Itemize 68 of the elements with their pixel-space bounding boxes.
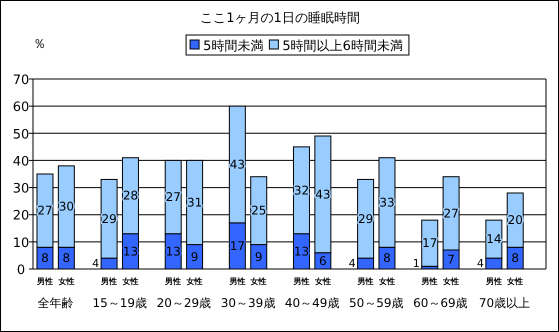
text: 60～69歳 [413, 296, 468, 310]
text: 30～39歳 [220, 296, 276, 310]
data-label: 4 [348, 257, 356, 270]
data-label: 32 [294, 183, 310, 198]
y-tick-label: 40 [12, 154, 30, 170]
text: 全年齢 [38, 296, 74, 310]
x-tick-label: 男性 [356, 277, 374, 286]
y-tick-label: 20 [12, 208, 30, 224]
data-label: 13 [122, 244, 138, 258]
y-axis-title: ％ [33, 37, 46, 52]
y-tick-label: 70 [12, 73, 30, 88]
data-label: 17 [230, 238, 245, 253]
x-tick-label: 女性 [506, 277, 524, 286]
data-label: 8 [383, 251, 391, 266]
data-label: 8 [62, 251, 70, 266]
x-tick-label: 男性 [228, 277, 246, 286]
x-tick-label: 男性 [292, 277, 310, 286]
y-tick-label: 0 [16, 263, 26, 278]
data-label: 8 [41, 251, 49, 266]
chart-title: ここ1ヶ月の1日の睡眠時間 [200, 11, 360, 26]
x-tick-label: 女性 [314, 277, 331, 286]
data-label: 4 [476, 257, 484, 270]
data-label: 13 [294, 244, 310, 258]
data-label: 30 [58, 200, 74, 214]
x-tick-label: 男性 [36, 277, 53, 286]
text: 40～49歳 [284, 296, 340, 310]
x-tick-label: 女性 [186, 277, 203, 286]
x-tick-label: 女性 [250, 277, 267, 286]
data-label: 31 [186, 196, 202, 210]
x-tick-label: 女性 [378, 277, 395, 286]
x-tick-label: 男性 [100, 277, 118, 286]
text: 50～59歳 [349, 296, 404, 310]
text: 15～19歳 [92, 296, 148, 310]
data-label: 17 [422, 236, 438, 250]
data-label: 29 [358, 212, 374, 226]
y-tick-label: 30 [12, 182, 30, 197]
x-tick-label: 女性 [121, 277, 138, 286]
data-label: 28 [122, 188, 138, 203]
data-label: 25 [251, 204, 266, 218]
y-tick-label: 60 [12, 100, 30, 116]
data-label: 1 [412, 257, 420, 270]
data-label: 14 [486, 232, 502, 246]
x-tick-label: 男性 [420, 277, 438, 286]
data-label: 29 [101, 212, 117, 226]
data-label: 4 [92, 257, 100, 270]
data-label: 27 [443, 206, 459, 220]
x-tick-label: 女性 [57, 277, 74, 286]
y-tick-label: 10 [12, 236, 30, 251]
data-label: 8 [511, 251, 520, 266]
data-label: 9 [254, 250, 263, 264]
x-tick-label: 男性 [484, 277, 502, 286]
data-label: 7 [447, 252, 455, 266]
legend-label: 5時間以上6時間未満 [282, 39, 403, 54]
text: 20～29歳 [156, 296, 212, 310]
data-label: 27 [166, 190, 181, 204]
data-label: 27 [37, 204, 53, 218]
text: 70歳以上 [478, 296, 530, 310]
y-tick-label: 50 [12, 127, 30, 142]
data-label: 43 [230, 158, 245, 172]
data-label: 6 [319, 254, 327, 268]
legend-label: 5時間未満 [203, 39, 264, 54]
data-label: 20 [508, 213, 523, 228]
data-label: 9 [190, 250, 198, 264]
x-tick-label: 女性 [442, 277, 460, 286]
data-label: 13 [166, 244, 181, 258]
data-label: 43 [315, 187, 330, 202]
x-tick-label: 男性 [164, 277, 182, 286]
data-label: 33 [379, 196, 395, 210]
